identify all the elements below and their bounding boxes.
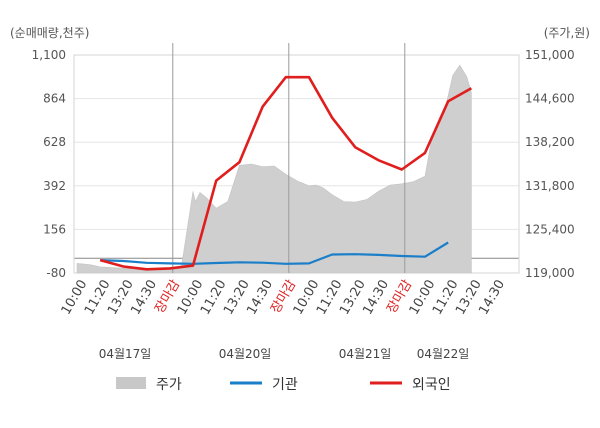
right-axis-unit: (주가,원) (544, 26, 590, 40)
date-label: 04월17일 (99, 347, 152, 361)
legend-label-foreign: 외국인 (412, 377, 451, 393)
date-label: 04월22일 (417, 347, 470, 361)
date-label: 04월20일 (219, 347, 272, 361)
legend-label-price: 주가 (156, 377, 182, 393)
right-tick-label: 125,400 (525, 222, 575, 236)
legend: 주가 기관 외국인 (116, 377, 451, 393)
left-tick-label: 1,100 (32, 48, 66, 62)
session-dividers (172, 43, 406, 273)
series-line-foreign (99, 75, 473, 271)
legend-label-institution: 기관 (272, 377, 298, 393)
left-tick-label: -80 (46, 266, 66, 280)
left-tick-label: 628 (43, 135, 66, 149)
date-labels: 04월17일 04월20일 04월21일 04월22일 (99, 347, 470, 361)
series-line-institution (100, 241, 449, 265)
right-axis-ticks: 151,000 144,600 138,200 131,800 125,400 119,0… (525, 48, 575, 280)
x-axis-ticks: 10:0011:2013:2014:30장마감10:0011:2013:2014… (59, 277, 508, 317)
left-axis-unit: (순매매량,천주) (10, 25, 89, 40)
price-area-layer (76, 64, 472, 274)
right-tick-label: 131,800 (525, 179, 575, 193)
right-tick-label: 144,600 (525, 92, 575, 106)
left-tick-label: 392 (43, 179, 66, 193)
right-tick-label: 138,200 (525, 135, 575, 149)
legend-swatch-price (116, 377, 146, 389)
left-tick-label: 864 (43, 92, 66, 106)
right-tick-label: 119,000 (525, 266, 575, 280)
left-axis-ticks: 1,100 864 628 392 156 -80 (32, 48, 66, 280)
right-tick-label: 151,000 (525, 48, 575, 62)
date-label: 04월21일 (339, 347, 392, 361)
left-tick-label: 156 (43, 222, 66, 236)
price-area (76, 64, 472, 274)
series-layer (99, 75, 473, 271)
